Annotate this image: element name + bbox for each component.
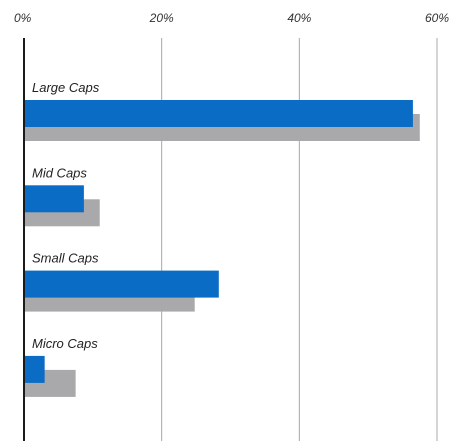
category-label: Large Caps [32,80,100,95]
category-labels: Large Caps Mid Caps Small Caps Micro Caps [32,80,100,351]
category-label: Micro Caps [32,336,98,351]
category-label: Mid Caps [32,165,87,180]
x-tick-label: 60% [425,11,449,25]
x-tick-label: 20% [149,11,174,25]
bar-series-1 [24,355,45,383]
x-tick-label: 0% [14,11,32,25]
gridlines [161,38,438,441]
bar-series-1 [24,270,219,298]
x-axis-ticks: 0% 20% 40% 60% [14,11,449,25]
x-tick-label: 40% [287,11,311,25]
category-label: Small Caps [32,251,99,266]
bar-series-1 [24,100,413,127]
bars [24,100,420,397]
bar-series-1 [24,185,84,213]
